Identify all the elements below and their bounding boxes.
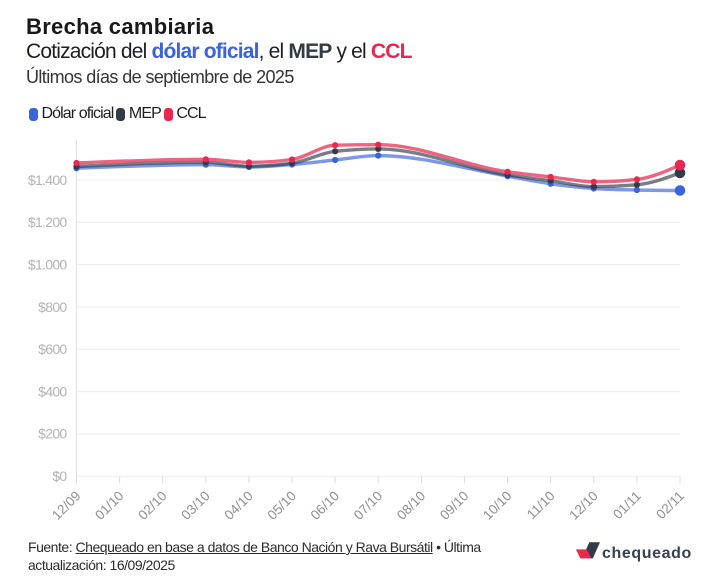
- svg-text:02/10: 02/10: [135, 488, 170, 523]
- svg-text:11/10: 11/10: [524, 488, 558, 522]
- svg-text:$800: $800: [38, 299, 67, 315]
- svg-text:08/10: 08/10: [394, 488, 429, 523]
- svg-text:09/10: 09/10: [437, 488, 472, 523]
- svg-text:$1.000: $1.000: [28, 256, 68, 272]
- svg-text:12/09: 12/09: [49, 488, 84, 523]
- svg-text:07/10: 07/10: [351, 488, 386, 523]
- svg-text:05/10: 05/10: [265, 488, 300, 523]
- svg-text:02/11: 02/11: [653, 488, 687, 522]
- svg-text:12/10: 12/10: [566, 488, 601, 523]
- svg-text:$200: $200: [38, 426, 67, 442]
- svg-text:03/10: 03/10: [178, 488, 213, 523]
- svg-text:$1.400: $1.400: [28, 172, 68, 188]
- svg-text:06/10: 06/10: [308, 488, 343, 523]
- svg-text:04/10: 04/10: [221, 488, 256, 523]
- svg-text:$1.200: $1.200: [28, 214, 68, 230]
- svg-text:01/10: 01/10: [92, 488, 127, 523]
- svg-text:01/11: 01/11: [610, 488, 644, 522]
- svg-text:10/10: 10/10: [480, 488, 515, 523]
- svg-text:$600: $600: [38, 341, 67, 357]
- svg-text:$400: $400: [38, 383, 67, 399]
- svg-text:$0: $0: [52, 468, 67, 484]
